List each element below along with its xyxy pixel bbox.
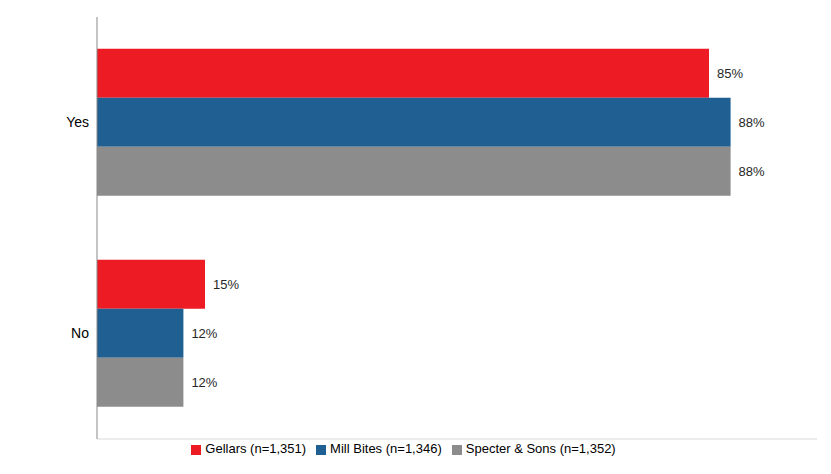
html-text:Mill Bites (n=1,346): Mill Bites (n=1,346) bbox=[330, 441, 442, 456]
svg-text:88%: 88% bbox=[739, 164, 765, 179]
svg-text:Yes: Yes bbox=[66, 114, 89, 130]
svg-text:12%: 12% bbox=[191, 326, 217, 341]
svg-text:88%: 88% bbox=[739, 115, 765, 130]
html-text:Gellars (n=1,351): Gellars (n=1,351) bbox=[205, 441, 307, 456]
svg-text:85%: 85% bbox=[717, 66, 743, 81]
html-text:Specter & Sons (n=1,352): Specter & Sons (n=1,352) bbox=[465, 441, 616, 456]
svg-text:15%: 15% bbox=[213, 277, 239, 292]
svg-text:12%: 12% bbox=[191, 375, 217, 390]
svg-text:No: No bbox=[71, 325, 89, 341]
